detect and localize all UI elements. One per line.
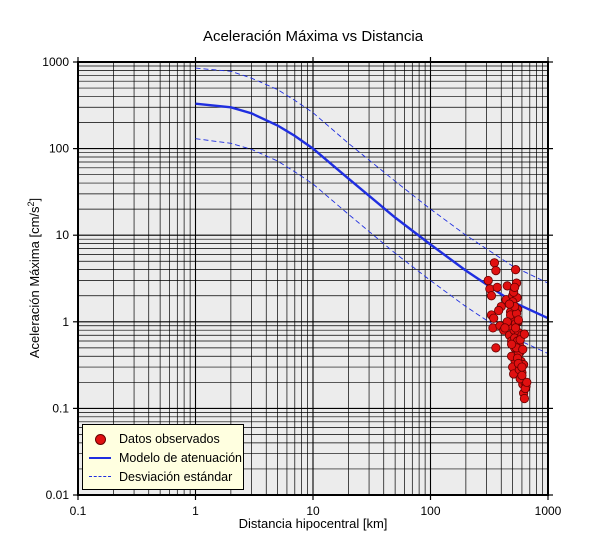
y-axis-label-exponent: 2 [25,201,36,207]
data-point [489,258,500,268]
data-point [511,323,521,333]
data-point [504,299,515,309]
data-point [519,329,530,339]
legend: Datos observados Modelo de atenuación De… [82,424,244,490]
legend-label-observed: Datos observados [119,432,220,446]
y-tick-label: 0.1 [52,401,69,415]
legend-item-stddev: Desviación estándar [89,469,232,485]
model-line [195,102,549,320]
legend-item-observed: Datos observados [89,431,220,447]
chart-title: Aceleración Máxima vs Distancia [202,28,424,45]
x-axis-label: Distancia hipocentral [km] [238,516,388,531]
data-point [494,305,504,316]
dashed-line-icon [89,476,111,477]
data-point [519,393,530,404]
series-lines [195,67,549,354]
x-tick-label: 1000 [535,504,562,518]
y-tick-label: 100 [49,142,69,156]
legend-label-model: Modelo de atenuación [119,451,243,465]
y-tick-label: 10 [56,228,70,242]
y-axis-label: Aceleración Máxima [cm/s2] [26,198,42,358]
data-point [502,281,512,291]
legend-item-model: Modelo de atenuación [89,450,242,466]
data-point [513,315,524,325]
data-point [517,362,527,372]
y-tick-label: 1 [62,315,69,329]
y-tick-label: 1000 [42,55,69,69]
y-tick-label: 0.01 [46,488,70,502]
grid [78,62,548,495]
data-point [517,370,527,381]
x-tick-label: 100 [420,504,440,518]
data-points [483,258,532,404]
data-point [491,266,501,276]
data-point [510,282,520,292]
legend-label-stddev: Desviación estándar [119,470,233,484]
data-point [506,339,517,349]
x-tick-label: 10 [306,504,320,518]
x-tick-label: 0.1 [70,504,87,518]
data-point [486,291,497,301]
y-axis-label-end: ] [27,197,43,202]
data-point [491,343,501,353]
data-point [522,377,532,387]
data-point [483,275,493,286]
data-point [518,344,528,355]
y-axis-label-text: Aceleración Máxima [cm/s [27,206,43,359]
data-point [492,282,502,292]
x-tick-label: 1 [192,504,199,518]
data-point [500,323,510,333]
data-point [489,313,499,323]
solid-line-icon [89,457,111,459]
observed-marker-icon [95,434,106,445]
data-point [511,265,521,275]
